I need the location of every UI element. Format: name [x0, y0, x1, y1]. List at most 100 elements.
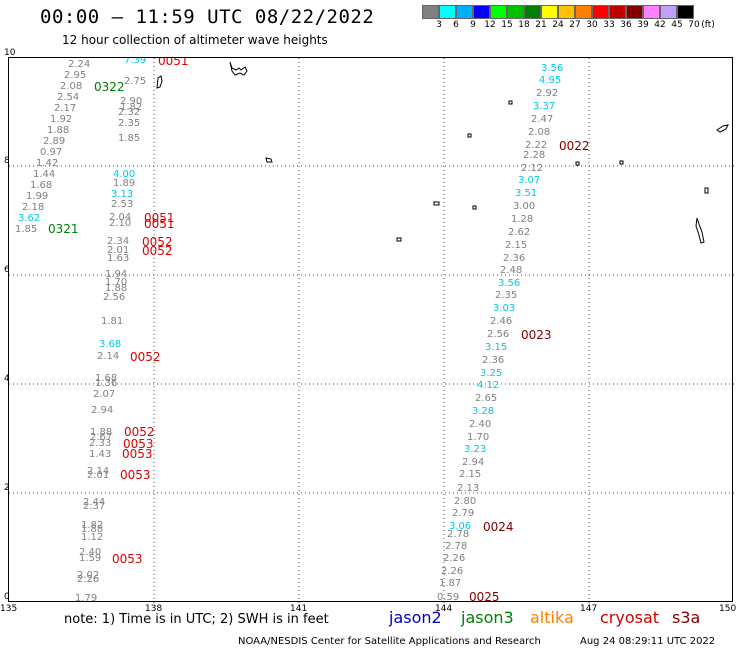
satellite-name-jason2: jason2	[389, 608, 442, 627]
wave-height-value: 2.95	[64, 70, 86, 81]
wave-height-value: 2.02	[77, 570, 99, 581]
wave-height-value: 2.37	[83, 501, 105, 512]
wave-height-value: 0.59	[437, 592, 459, 603]
wave-height-value: 1.79	[75, 593, 97, 603]
wave-height-value: 2.01	[87, 470, 109, 481]
footer-note: note: 1) Time is in UTC; 2) SWH is in fe…	[64, 612, 329, 627]
x-tick-label: 144	[435, 604, 453, 614]
wave-height-value: 2.79	[452, 508, 474, 519]
wave-height-value: 3.00	[513, 201, 535, 212]
wave-height-value: 2.18	[22, 202, 44, 213]
wave-height-value: 2.08	[528, 127, 550, 138]
legend-label: 39	[637, 20, 649, 30]
wave-height-value: 1.68	[30, 180, 52, 191]
wave-height-value: 2.53	[111, 199, 133, 210]
wave-height-value: 1.42	[36, 158, 58, 169]
legend-label: 27	[569, 20, 581, 30]
wave-height-value: 2.36	[482, 355, 504, 366]
wave-height-value: 3.28	[472, 406, 494, 417]
wave-height-value: 3.06	[449, 521, 471, 532]
legend-swatch	[609, 5, 626, 19]
wave-height-value: 2.35	[118, 118, 140, 129]
y-tick-label: 10	[4, 47, 16, 58]
wave-height-value: 3.13	[111, 189, 133, 200]
island-outline	[716, 124, 729, 133]
wave-height-value: 2.89	[43, 136, 65, 147]
pass-time-label: 0051	[144, 217, 175, 231]
legend-label: 6	[453, 20, 459, 30]
wave-height-value: 2.15	[459, 469, 481, 480]
wave-height-value: 3.25	[480, 368, 502, 379]
legend-swatches	[422, 5, 740, 19]
legend-swatch	[422, 5, 439, 19]
wave-height-value: 2.04	[109, 212, 131, 223]
legend-label: 18	[518, 20, 530, 30]
legend-swatch	[592, 5, 609, 19]
wave-height-value: 3.56	[541, 63, 563, 74]
legend-swatch	[558, 5, 575, 19]
satellite-name-s3a: s3a	[672, 608, 701, 627]
pass-time-label: 0053	[122, 447, 153, 461]
land-outlines	[156, 61, 729, 244]
island-outline	[704, 187, 709, 194]
legend-swatch	[456, 5, 473, 19]
pass-time-label: 0052	[124, 425, 155, 439]
wave-height-value: 2.28	[523, 150, 545, 161]
wave-height-value: 2.56	[487, 329, 509, 340]
wave-height-value: 4.00	[113, 169, 135, 180]
wave-height-value: 1.88	[81, 524, 103, 535]
x-tick-label: 141	[290, 604, 308, 614]
chart-title: 00:00 – 11:59 UTC 08/22/2022	[40, 6, 375, 28]
island-outline	[433, 201, 440, 206]
wave-height-value: 2.47	[531, 114, 553, 125]
y-tick-label: 6	[4, 265, 10, 276]
wave-height-value: 3.07	[518, 175, 540, 186]
wave-height-value: 2.67	[90, 432, 112, 443]
wave-height-value: 2.90	[120, 96, 142, 107]
map-plot-area: 2.24 7.39 2.95 2.75 2.08 2.54 2.90 1.82 2.17 2.32…	[8, 57, 734, 603]
pass-time-label: 0052	[142, 244, 173, 258]
satellite-name-jason3: jason3	[461, 608, 514, 627]
wave-height-value: 2.78	[445, 541, 467, 552]
wave-height-value: 2.12	[521, 163, 543, 174]
wave-height-value: 1.82	[81, 520, 103, 531]
wave-height-value: 2.75	[124, 76, 146, 87]
wave-height-value: 1.88	[90, 427, 112, 438]
wave-height-value: 2.10	[109, 218, 131, 229]
wave-height-value: 3.62	[18, 213, 40, 224]
pass-time-label: 0053	[123, 437, 154, 451]
wave-height-value: 2.40	[469, 419, 491, 430]
island-outline	[695, 217, 705, 244]
wave-height-value: 2.46	[490, 316, 512, 327]
wave-height-value: 3.03	[493, 303, 515, 314]
wave-height-value: 2.26	[77, 574, 99, 585]
legend-label: 33	[603, 20, 615, 30]
legend-label: 12	[484, 20, 496, 30]
legend-labels: 3 6 9 12 15 18 21 24 27 30 33 36 39 42 45 70 (ft)	[422, 19, 740, 31]
island-outline	[396, 237, 402, 242]
legend-unit: (ft)	[701, 20, 715, 30]
pass-time-label: 0053	[120, 468, 151, 482]
legend-swatch	[677, 5, 694, 19]
x-tick-label: 135	[0, 604, 18, 614]
wave-height-value: 2.80	[454, 496, 476, 507]
pass-time-label: 0053	[112, 552, 143, 566]
wave-height-value: 1.28	[511, 214, 533, 225]
wave-height-value: 1.44	[33, 169, 55, 180]
wave-height-value: 2.44	[83, 497, 105, 508]
pass-time-label: 0052	[130, 350, 161, 364]
wave-height-values: 2.24 7.392.952.752.082.54 2.901.822.17 2.32…	[15, 58, 563, 603]
wave-height-value: 2.36	[503, 253, 525, 264]
x-tick-label: 138	[145, 604, 163, 614]
wave-height-value: 2.40	[79, 547, 101, 558]
chart-subtitle: 12 hour collection of altimeter wave hei…	[62, 33, 328, 47]
wave-height-value: 1.68	[95, 373, 117, 384]
wave-height-value: 1.85	[15, 224, 37, 235]
wave-height-value: 1.82	[120, 102, 142, 113]
island-outline	[575, 161, 580, 166]
pass-time-labels: 0051032203210051005100520052005200520053…	[48, 58, 590, 603]
legend-swatch	[626, 5, 643, 19]
wave-height-value: 1.81	[101, 316, 123, 327]
pass-time-label: 0051	[144, 211, 175, 225]
legend-swatch	[473, 5, 490, 19]
